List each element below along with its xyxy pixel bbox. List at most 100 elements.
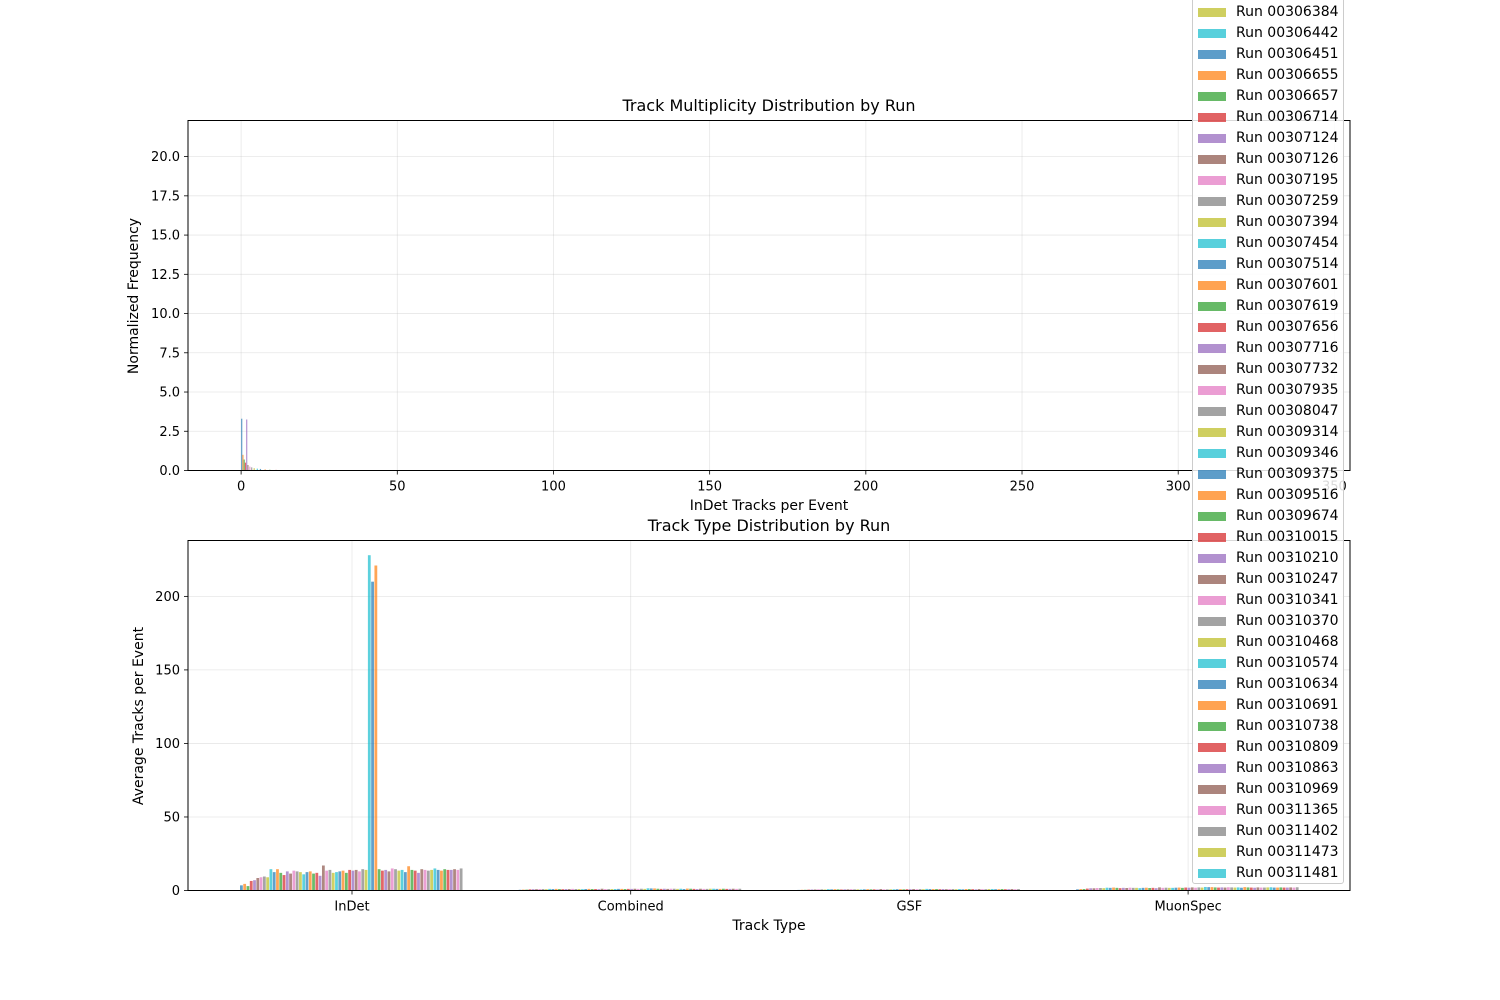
legend-swatch <box>1198 617 1226 626</box>
legend-item: Run 00310247 <box>1193 570 1345 591</box>
chart2-bar <box>296 871 299 890</box>
legend-swatch <box>1198 827 1226 836</box>
legend-item: Run 00310634 <box>1193 675 1345 696</box>
legend-item: Run 00310210 <box>1193 549 1345 570</box>
legend-label: Run 00307394 <box>1236 213 1339 231</box>
chart2-bar <box>450 870 453 891</box>
chart2-bar <box>411 870 414 891</box>
legend-swatch <box>1198 239 1226 248</box>
legend-swatch <box>1198 323 1226 332</box>
legend-item: Run 00310574 <box>1193 654 1345 675</box>
legend-item: Run 00306657 <box>1193 87 1345 108</box>
legend-swatch <box>1198 386 1226 395</box>
legend-swatch <box>1198 428 1226 437</box>
legend-label: Run 00306442 <box>1236 24 1339 42</box>
chart2-bar <box>378 869 381 890</box>
chart1-x-tick-label: 300 <box>1166 480 1191 495</box>
chart2-bar <box>407 866 410 890</box>
chart1-y-tick-label: 0.0 <box>159 464 180 479</box>
legend-swatch <box>1198 680 1226 689</box>
legend-label: Run 00310015 <box>1236 528 1339 546</box>
chart2-bar <box>312 874 315 891</box>
chart2-y-tick-label: 0 <box>172 884 180 899</box>
chart2-bar <box>414 871 417 891</box>
legend-swatch <box>1198 785 1226 794</box>
legend-swatch <box>1198 512 1226 521</box>
legend-label: Run 00309674 <box>1236 507 1339 525</box>
legend-swatch <box>1198 554 1226 563</box>
legend-swatch <box>1198 92 1226 101</box>
chart2-bar <box>1211 887 1214 890</box>
chart2-y-tick-label: 150 <box>155 663 180 678</box>
chart2-bar <box>361 869 364 890</box>
legend-item: Run 00307454 <box>1193 234 1345 255</box>
legend-swatch <box>1198 743 1226 752</box>
legend-swatch <box>1198 470 1226 479</box>
chart2-bar <box>391 868 394 890</box>
chart1-y-tick-label: 12.5 <box>151 268 180 283</box>
chart1-histogram-bar <box>249 467 250 471</box>
chart1-y-tick-label: 5.0 <box>159 386 180 401</box>
chart2-y-tick-label: 100 <box>155 737 180 752</box>
legend-swatch <box>1198 176 1226 185</box>
legend-label: Run 00306655 <box>1236 66 1339 84</box>
legend-label: Run 00310574 <box>1236 654 1339 672</box>
legend-item: Run 00307259 <box>1193 192 1345 213</box>
legend-label: Run 00307124 <box>1236 129 1339 147</box>
legend-label: Run 00307732 <box>1236 360 1339 378</box>
chart1-histogram-bar <box>241 419 242 471</box>
legend-label: Run 00308047 <box>1236 402 1339 420</box>
chart1-x-label: InDet Tracks per Event <box>690 498 849 514</box>
legend-item: Run 00306384 <box>1193 3 1345 24</box>
chart2-bar <box>273 872 276 890</box>
chart2-bar <box>250 881 253 891</box>
legend-swatch <box>1198 50 1226 59</box>
legend-swatch <box>1198 659 1226 668</box>
chart2-bar <box>325 871 328 891</box>
legend-swatch <box>1198 575 1226 584</box>
legend-label: Run 00307601 <box>1236 276 1339 294</box>
legend-swatch <box>1198 701 1226 710</box>
legend-swatch <box>1198 806 1226 815</box>
chart2-bar <box>440 871 443 891</box>
chart2-bar <box>315 873 318 891</box>
legend-item: Run 00307601 <box>1193 276 1345 297</box>
chart2-bar <box>342 871 345 891</box>
legend-label: Run 00311365 <box>1236 801 1339 819</box>
legend-label: Run 00310370 <box>1236 612 1339 630</box>
chart2-bar <box>345 873 348 891</box>
legend-label: Run 00306657 <box>1236 87 1339 105</box>
legend: Run 00306384 Run 00306442 Run 00306451 Run … <box>1192 0 1344 884</box>
chart2-bar <box>404 872 407 890</box>
legend-item: Run 00310691 <box>1193 696 1345 717</box>
chart1-title: Track Multiplicity Distribution by Run <box>622 96 916 115</box>
legend-swatch <box>1198 113 1226 122</box>
chart2-bar <box>381 871 384 891</box>
chart2-bar <box>286 871 289 890</box>
chart2-bar <box>302 874 305 890</box>
legend-label: Run 00306384 <box>1236 3 1339 21</box>
legend-item: Run 00307126 <box>1193 150 1345 171</box>
legend-item: Run 00310468 <box>1193 633 1345 654</box>
chart2-bar <box>266 877 269 890</box>
legend-label: Run 00306451 <box>1236 45 1339 63</box>
legend-swatch <box>1198 407 1226 416</box>
chart2-bar <box>374 566 377 891</box>
legend-label: Run 00310210 <box>1236 549 1339 567</box>
legend-item: Run 00310341 <box>1193 591 1345 612</box>
legend-item: Run 00309674 <box>1193 507 1345 528</box>
legend-label: Run 00311481 <box>1236 864 1339 882</box>
legend-label: Run 00310691 <box>1236 696 1339 714</box>
chart1-y-tick-label: 20.0 <box>151 150 180 165</box>
legend-label: Run 00307126 <box>1236 150 1339 168</box>
chart1-x-tick-label: 100 <box>541 480 566 495</box>
legend-swatch <box>1198 638 1226 647</box>
legend-swatch <box>1198 218 1226 227</box>
chart2-bar <box>388 871 391 890</box>
legend-swatch <box>1198 848 1226 857</box>
legend-label: Run 00310863 <box>1236 759 1339 777</box>
chart2-bar <box>332 873 335 891</box>
legend-item: Run 00307195 <box>1193 171 1345 192</box>
legend-item: Run 00307656 <box>1193 318 1345 339</box>
legend-swatch <box>1198 344 1226 353</box>
